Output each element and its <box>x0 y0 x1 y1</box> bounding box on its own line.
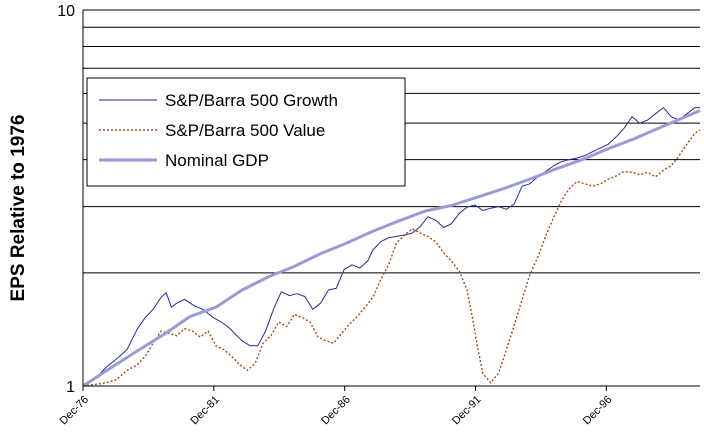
x-tick-label: Dec-91 <box>450 394 484 428</box>
x-tick-label: Dec-86 <box>319 394 353 428</box>
y-tick-label: 1 <box>66 379 75 396</box>
y-tick-label: 10 <box>57 3 75 20</box>
legend-box <box>86 77 406 187</box>
plot-series <box>82 107 701 388</box>
plot-frame <box>82 10 700 391</box>
series-line-nominal-gdp <box>82 109 701 388</box>
legend: S&P/Barra 500 Growth S&P/Barra 500 Value N… <box>86 77 406 187</box>
legend-label: Nominal GDP <box>165 151 269 170</box>
y-axis-label: EPS Relative to 1976 <box>8 115 29 302</box>
series-line-s-p-barra-500-growth <box>82 107 700 387</box>
y-tick-labels: 1 10 <box>57 3 75 396</box>
x-tick-label: Dec-76 <box>58 394 92 428</box>
x-tick-label: Dec-96 <box>581 394 615 428</box>
x-tick-label: Dec-81 <box>188 394 222 428</box>
x-tick-labels: Dec-76 Dec-81 Dec-86 Dec-91 Dec-96 <box>58 394 615 428</box>
legend-label: S&P/Barra 500 Value <box>165 121 325 140</box>
legend-label: S&P/Barra 500 Growth <box>165 91 338 110</box>
